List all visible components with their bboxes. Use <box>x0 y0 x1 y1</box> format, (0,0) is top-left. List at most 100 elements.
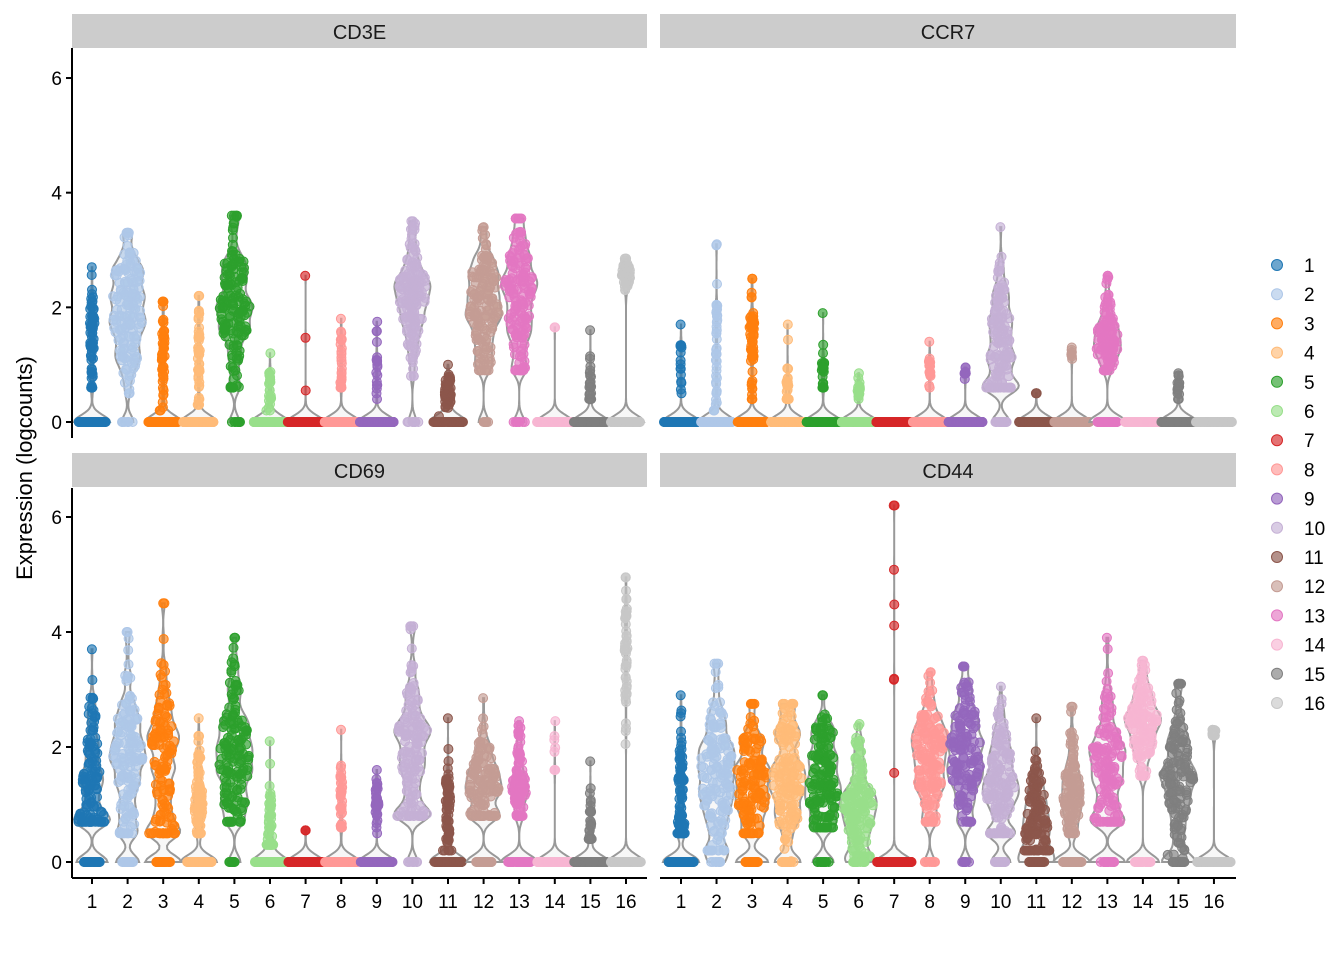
data-point <box>396 283 405 292</box>
data-point <box>1074 418 1083 427</box>
data-point <box>372 389 381 398</box>
data-point <box>229 374 238 383</box>
data-point <box>232 212 241 221</box>
data-point <box>221 332 230 341</box>
data-point <box>492 300 501 309</box>
data-point <box>993 303 1002 312</box>
data-point <box>195 291 204 300</box>
data-point <box>712 300 721 309</box>
panel-ccr7: CCR7 <box>660 14 1237 427</box>
data-point <box>994 266 1003 275</box>
data-point <box>784 335 793 344</box>
data-point <box>713 311 722 320</box>
data-point <box>336 340 345 349</box>
data-point <box>230 272 239 281</box>
data-point <box>337 368 346 377</box>
data-point <box>154 418 163 427</box>
data-point <box>410 239 419 248</box>
data-point <box>110 323 119 332</box>
data-point <box>133 265 142 274</box>
data-point <box>874 418 883 427</box>
data-point <box>265 396 274 405</box>
data-point <box>372 381 381 390</box>
data-point <box>446 418 455 427</box>
data-point <box>410 222 419 231</box>
data-point <box>265 369 274 378</box>
data-point <box>217 310 226 319</box>
data-point <box>1110 339 1119 348</box>
data-point <box>961 369 970 378</box>
data-point <box>515 366 524 375</box>
data-point <box>997 252 1006 261</box>
data-point <box>926 362 935 371</box>
data-point <box>137 318 146 327</box>
data-point <box>506 319 515 328</box>
data-point <box>474 293 483 302</box>
data-point <box>347 418 356 427</box>
data-point <box>408 258 417 267</box>
data-point <box>632 418 641 427</box>
data-point <box>158 317 167 326</box>
data-point <box>586 352 595 361</box>
data-point <box>194 383 203 392</box>
violin-group-2 <box>109 228 147 426</box>
data-point <box>578 418 587 427</box>
data-point <box>896 418 905 427</box>
data-point <box>194 315 203 324</box>
data-point <box>408 338 417 347</box>
data-point <box>922 418 931 427</box>
data-point <box>699 418 708 427</box>
data-point <box>1173 385 1182 394</box>
violin-group-15 <box>569 326 611 427</box>
data-point <box>241 322 250 331</box>
data-point <box>194 333 203 342</box>
violin-group-10 <box>982 223 1019 427</box>
data-point <box>511 214 520 223</box>
violin-group-13 <box>1089 271 1125 426</box>
data-point <box>1109 354 1118 363</box>
data-point <box>91 418 100 427</box>
data-point <box>191 418 200 427</box>
data-point <box>712 241 721 250</box>
data-point <box>420 297 429 306</box>
data-point <box>512 229 521 238</box>
data-point <box>229 247 238 256</box>
data-point <box>479 253 488 262</box>
data-point <box>1121 418 1130 427</box>
data-point <box>551 418 560 427</box>
y-tick-label: 6 <box>51 69 62 90</box>
data-point <box>224 280 233 289</box>
data-point <box>1093 418 1102 427</box>
data-point <box>1104 290 1113 299</box>
data-point <box>1000 418 1009 427</box>
data-point <box>975 418 984 427</box>
data-point <box>337 328 346 337</box>
data-point <box>711 400 720 409</box>
data-point <box>519 331 528 340</box>
violin-group-4 <box>179 291 218 426</box>
data-point <box>265 378 274 387</box>
data-point <box>194 347 203 356</box>
data-point <box>484 295 493 304</box>
data-point <box>159 374 168 383</box>
violin-group-14 <box>533 323 578 427</box>
data-point <box>234 418 243 427</box>
data-point <box>117 312 126 321</box>
data-point <box>712 335 721 344</box>
data-point <box>522 314 531 323</box>
data-point <box>409 372 418 381</box>
data-point <box>86 320 95 329</box>
data-point <box>371 418 380 427</box>
data-point <box>88 329 97 338</box>
data-point <box>746 333 755 342</box>
data-point <box>159 297 168 306</box>
violin-group-2 <box>697 240 737 427</box>
data-point <box>818 309 827 318</box>
data-point <box>119 344 128 353</box>
data-point <box>87 271 96 280</box>
data-point <box>77 418 86 427</box>
facet-title: CD3E <box>333 22 386 44</box>
data-point <box>853 386 862 395</box>
